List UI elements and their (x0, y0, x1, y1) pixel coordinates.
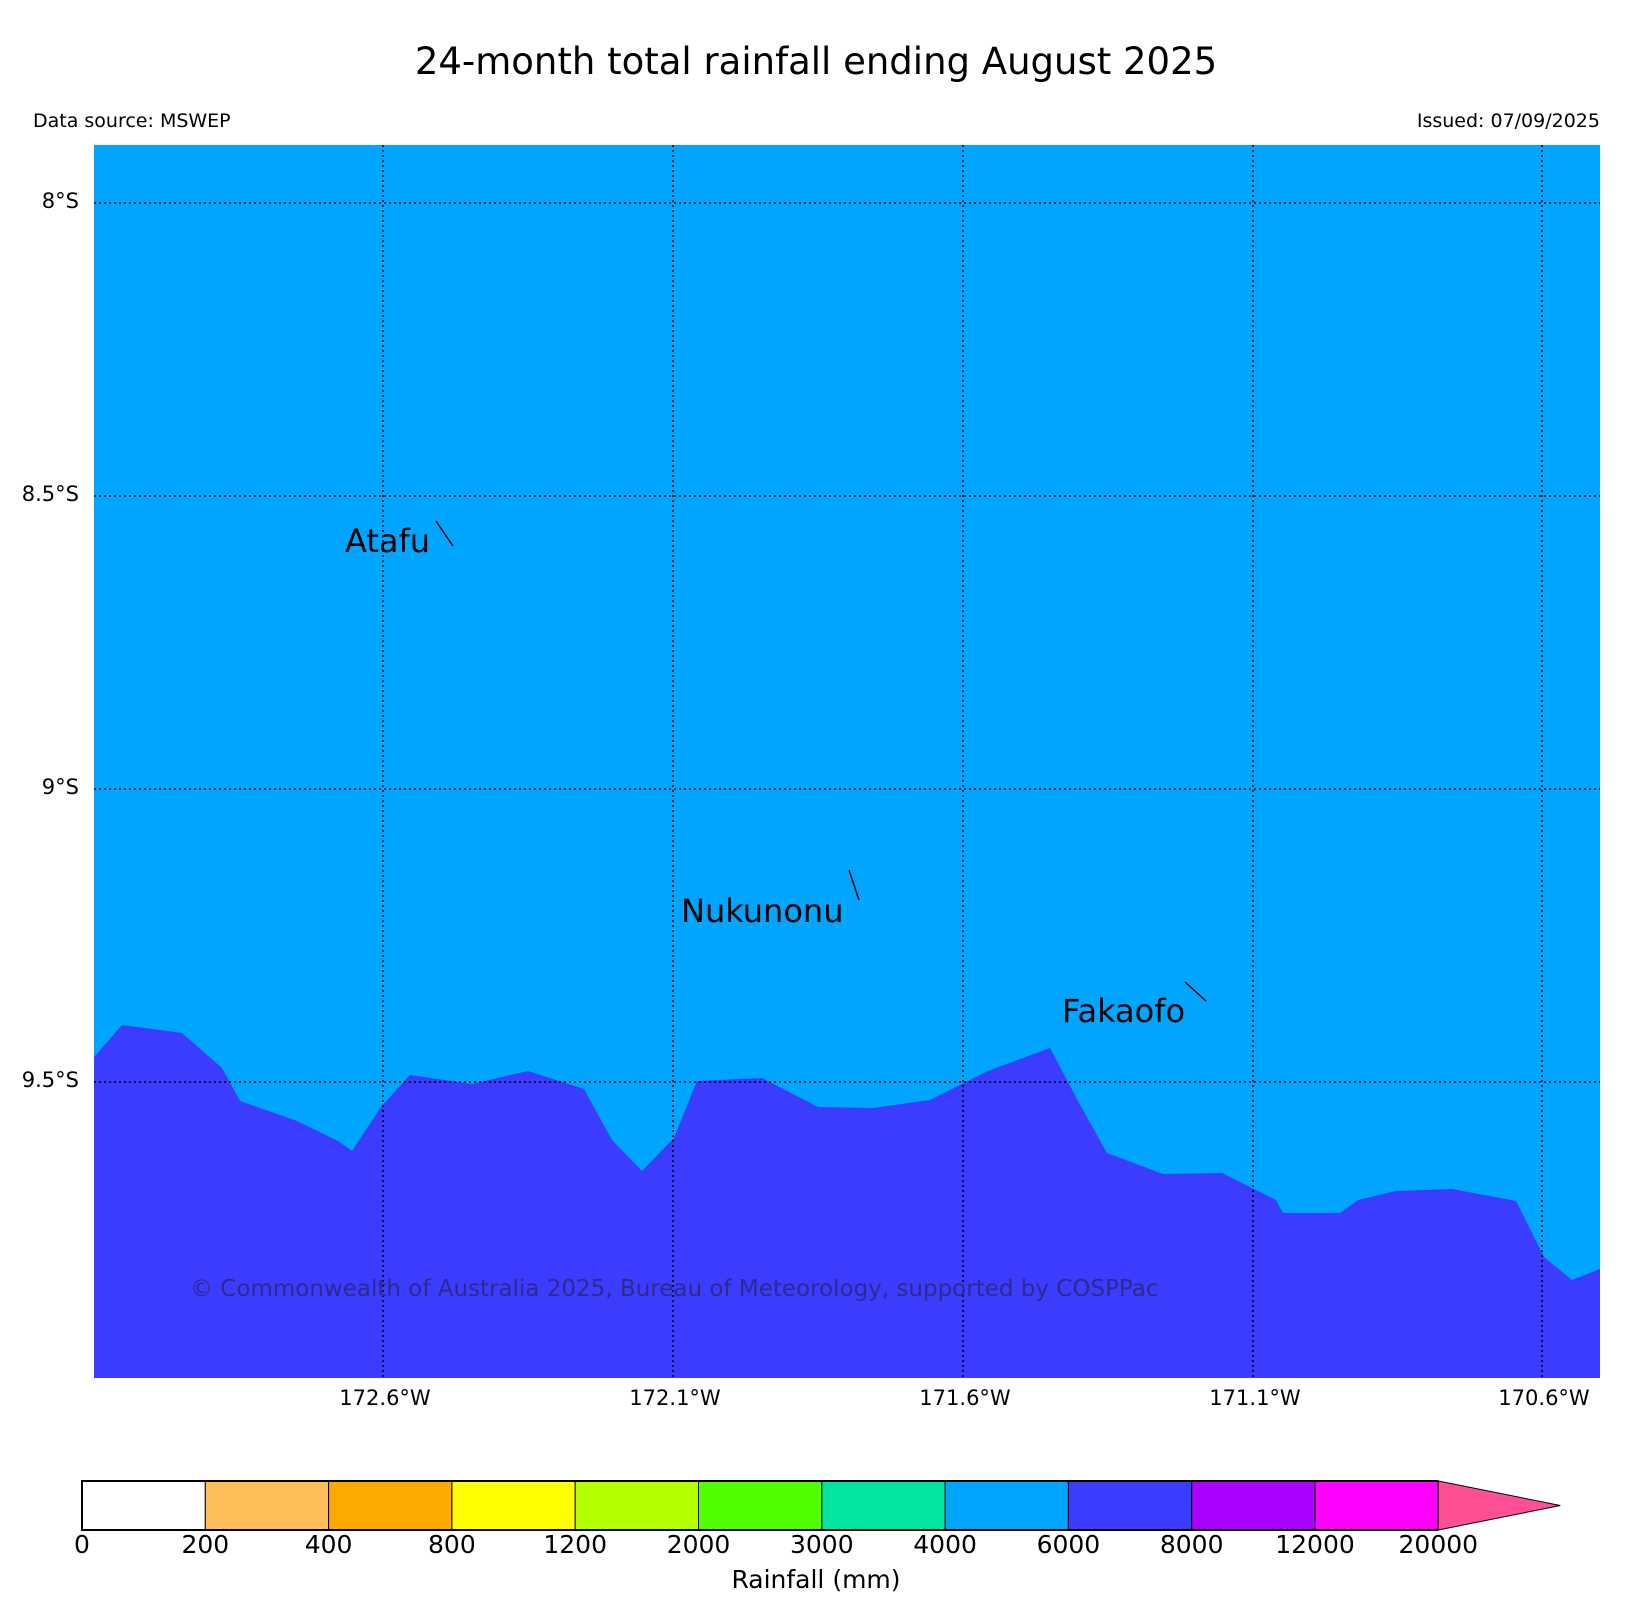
colorbar-swatch-800-1200 (451, 1480, 576, 1531)
rainfall-map: Atafu Nukunonu Fakaofo © Commonwealth of… (94, 145, 1600, 1378)
lat-label-8s: 8°S (41, 189, 79, 213)
place-label-nukunonu: Nukunonu (681, 892, 843, 930)
colorbar-swatch-1200-2000 (574, 1480, 700, 1531)
nukunonu-island-outline (848, 869, 860, 901)
colorbar-swatch-200-400 (204, 1480, 330, 1531)
colorbar-tick-label: 400 (304, 1530, 353, 1559)
lon-label-171-6w: 171.6°W (919, 1386, 1011, 1410)
issued-date: Issued: 07/09/2025 (1416, 110, 1600, 132)
place-label-atafu: Atafu (345, 522, 430, 560)
colorbar-tick-label: 20000 (1398, 1530, 1479, 1559)
colorbar-swatch-400-800 (328, 1480, 453, 1531)
colorbar-title: Rainfall (mm) (731, 1565, 901, 1594)
colorbar-swatch-3000-4000 (821, 1480, 946, 1531)
data-source: Data source: MSWEP (33, 110, 231, 132)
colorbar-extend-arrow (1437, 1480, 1561, 1531)
colorbar-tick-label: 0 (74, 1530, 90, 1559)
colorbar-tick-label: 3000 (789, 1530, 854, 1559)
lon-label-171-1w: 171.1°W (1209, 1386, 1301, 1410)
colorbar-tick-label: 6000 (1036, 1530, 1101, 1559)
rainfall-zone-6000-8000 (94, 1025, 1600, 1378)
colorbar-tick-label: 12000 (1275, 1530, 1355, 1559)
lon-label-172-1w: 172.1°W (629, 1386, 721, 1410)
atafu-island-outline (435, 520, 454, 547)
colorbar-swatch-2000-3000 (698, 1480, 823, 1531)
map-title: 24-month total rainfall ending August 20… (414, 40, 1218, 83)
place-label-fakaofo: Fakaofo (1062, 992, 1185, 1030)
lat-label-9-5s: 9.5°S (21, 1068, 79, 1092)
lat-label-9s: 9°S (41, 775, 79, 799)
colorbar-swatch-6000-8000 (1067, 1480, 1193, 1531)
colorbar-tick-label: 2000 (666, 1530, 731, 1559)
lon-label-172-6w: 172.6°W (339, 1386, 431, 1410)
lat-label-8-5s: 8.5°S (21, 482, 79, 506)
colorbar-swatch-12000-20000 (1314, 1480, 1439, 1531)
graticule (94, 145, 1600, 1378)
lon-label-170-6w: 170.6°W (1498, 1386, 1590, 1410)
colorbar (81, 1480, 1561, 1531)
colorbar-tick-label: 4000 (913, 1530, 977, 1559)
colorbar-tick-label: 800 (428, 1530, 476, 1559)
copyright-credit: © Commonwealth of Australia 2025, Bureau… (190, 1276, 1159, 1302)
fakaofo-island-outline (1184, 981, 1207, 1002)
colorbar-swatch-4000-6000 (944, 1480, 1069, 1531)
colorbar-tick-label: 8000 (1159, 1530, 1224, 1559)
colorbar-tick-label: 200 (181, 1530, 230, 1559)
colorbar-tick-label: 1200 (543, 1530, 607, 1559)
colorbar-swatch-8000-12000 (1191, 1480, 1316, 1531)
colorbar-swatch-0-200 (81, 1480, 206, 1531)
colorbar-outline (81, 1480, 1439, 1531)
